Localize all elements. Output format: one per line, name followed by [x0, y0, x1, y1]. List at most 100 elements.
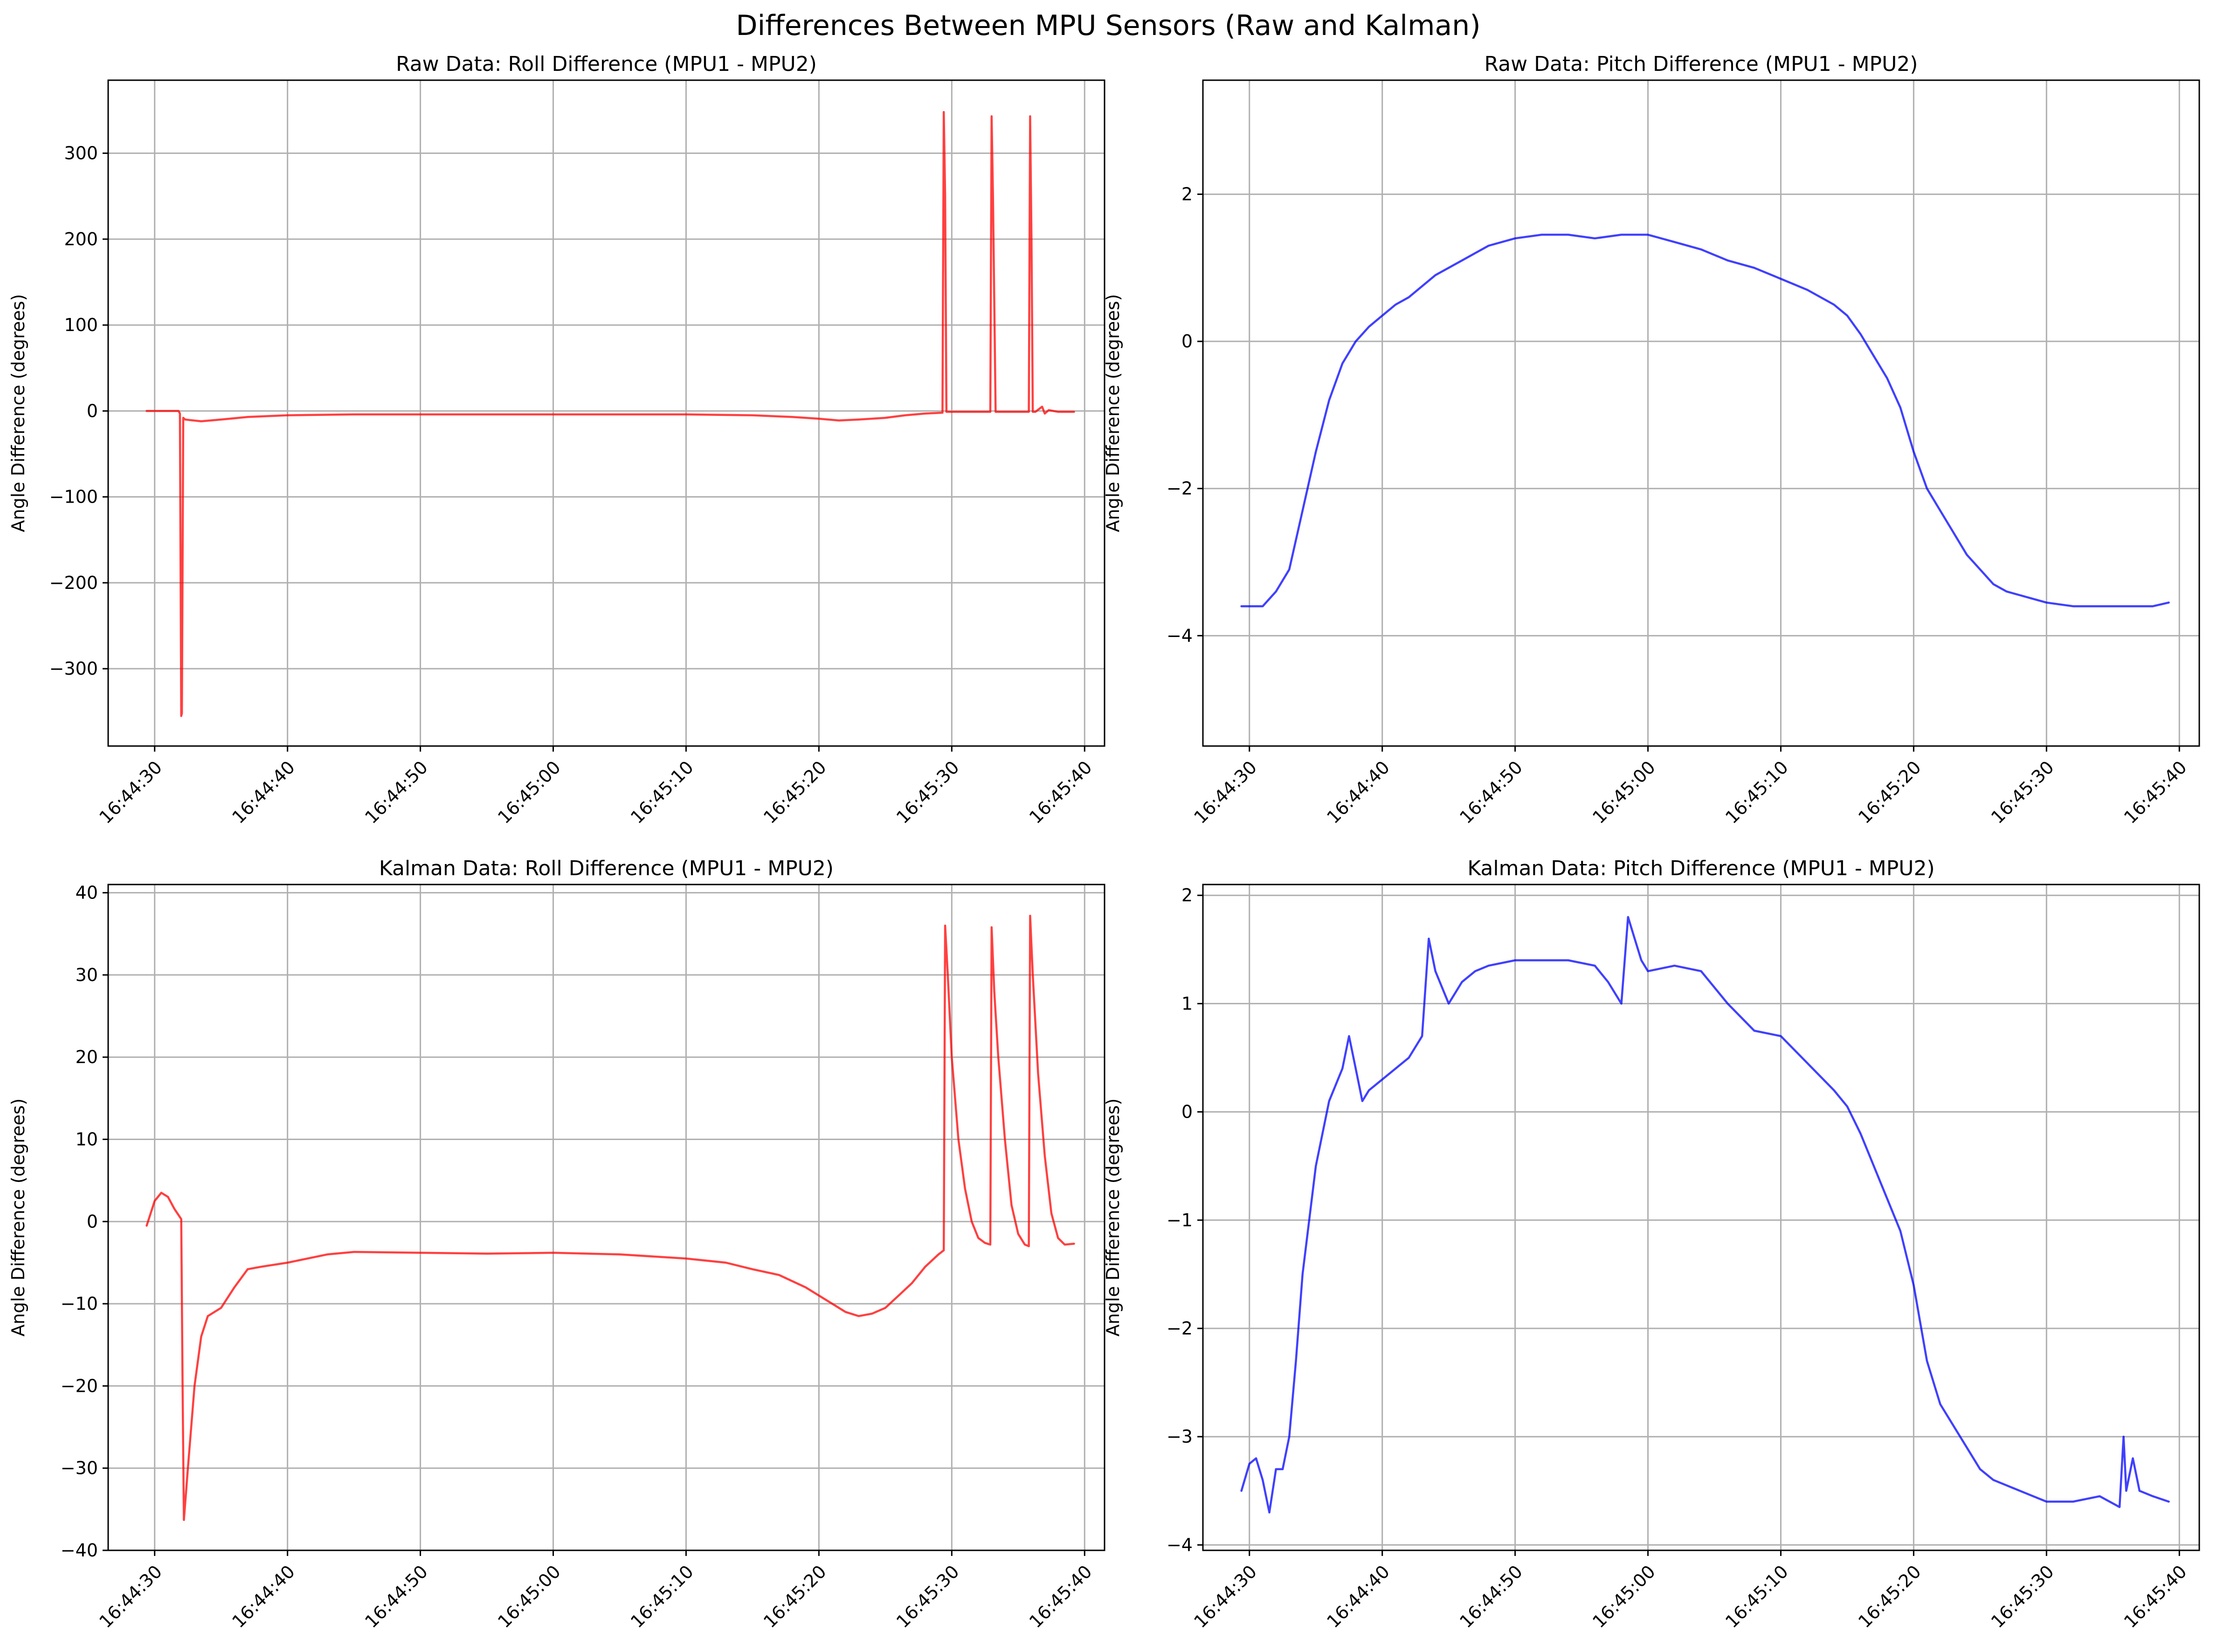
series-line [1240, 916, 2170, 1514]
data-point [984, 1242, 986, 1244]
data-point [2046, 602, 2047, 603]
data-point [2046, 1501, 2047, 1502]
data-point [1807, 289, 1808, 290]
data-point [2152, 1495, 2154, 1497]
data-point [1461, 260, 1463, 261]
data-point [958, 1139, 959, 1140]
data-point [180, 715, 182, 717]
data-point [1342, 1068, 1343, 1069]
data-point [1488, 245, 1489, 247]
y-tick-label: −100 [49, 487, 98, 507]
data-point [1966, 554, 1968, 555]
data-point [1940, 510, 1941, 511]
data-point [905, 415, 906, 416]
data-point [1514, 238, 1516, 239]
plot-frame [1202, 79, 2200, 747]
y-tick-label: 2 [1181, 184, 1193, 205]
data-point [1042, 406, 1043, 408]
data-point [1833, 304, 1835, 305]
data-point [1241, 606, 1242, 607]
data-point [1966, 1447, 1968, 1448]
y-tick-label: −4 [1167, 625, 1193, 646]
data-point [994, 991, 995, 992]
data-point [1262, 1479, 1264, 1481]
data-point [1899, 407, 1901, 408]
data-point [1032, 974, 1034, 975]
data-point [805, 1286, 806, 1288]
data-point [1674, 242, 1675, 243]
plot-frame [107, 884, 1105, 1551]
data-point [884, 1307, 886, 1308]
y-tick-label: 2 [1181, 885, 1193, 905]
data-point [1913, 451, 1914, 452]
data-point [947, 974, 948, 975]
data-point [1979, 1468, 1981, 1470]
data-point [1873, 355, 1874, 357]
data-point [1057, 411, 1059, 413]
data-point [1807, 1063, 1808, 1064]
data-point [1621, 234, 1622, 235]
data-point [1044, 1155, 1045, 1156]
data-point [174, 1209, 175, 1210]
data-point [925, 1266, 926, 1267]
data-point [1886, 378, 1888, 379]
data-point [1860, 333, 1861, 335]
y-tick-label: −20 [61, 1376, 98, 1396]
data-point [2126, 1490, 2127, 1492]
data-point [1846, 1106, 1848, 1107]
data-point [1355, 341, 1356, 342]
data-point [1395, 1068, 1396, 1069]
data-point [978, 1237, 979, 1239]
data-point [1017, 1233, 1019, 1235]
data-point [553, 1252, 554, 1253]
data-point [179, 413, 180, 414]
data-point [353, 414, 355, 415]
data-point [553, 414, 554, 415]
data-point [971, 1221, 973, 1222]
data-point [146, 410, 147, 412]
data-point [989, 1244, 991, 1245]
data-point [180, 1218, 182, 1220]
data-point [2126, 606, 2127, 607]
y-tick-label: 100 [64, 315, 98, 335]
data-point [1641, 960, 1642, 961]
data-point [1422, 1036, 1423, 1037]
data-point [1408, 297, 1409, 298]
data-point [1568, 234, 1569, 235]
data-point [958, 411, 959, 413]
data-point [685, 414, 687, 415]
data-point [146, 1225, 147, 1226]
data-point [943, 1250, 945, 1251]
data-point [1044, 413, 1045, 414]
data-point [1395, 304, 1396, 305]
chart-title: Kalman Data: Roll Difference (MPU1 - MPU… [379, 857, 834, 880]
y-tick-label: −40 [61, 1540, 98, 1561]
data-point [1255, 1458, 1257, 1459]
data-point [1315, 1165, 1317, 1167]
data-point [1608, 981, 1609, 982]
data-point [911, 1283, 912, 1284]
data-point [2006, 1485, 2007, 1486]
data-point [1328, 1100, 1330, 1102]
data-point [947, 411, 948, 413]
data-point [1269, 1512, 1270, 1513]
y-tick-label: −2 [1167, 1318, 1193, 1339]
data-point [1064, 1244, 1065, 1245]
data-point [1886, 1198, 1888, 1199]
data-point [1262, 606, 1264, 607]
data-point [1011, 1204, 1012, 1206]
data-point [185, 419, 186, 420]
data-point [1029, 116, 1031, 117]
data-point [154, 1200, 155, 1202]
data-point [1031, 238, 1032, 240]
data-point [1073, 411, 1075, 413]
data-point [1024, 1244, 1026, 1245]
series-line [145, 111, 1075, 717]
data-point [2072, 606, 2074, 607]
data-point [942, 412, 943, 414]
chart-title: Raw Data: Roll Difference (MPU1 - MPU2) [396, 52, 817, 76]
data-point [752, 415, 753, 416]
data-point [1355, 1068, 1356, 1069]
